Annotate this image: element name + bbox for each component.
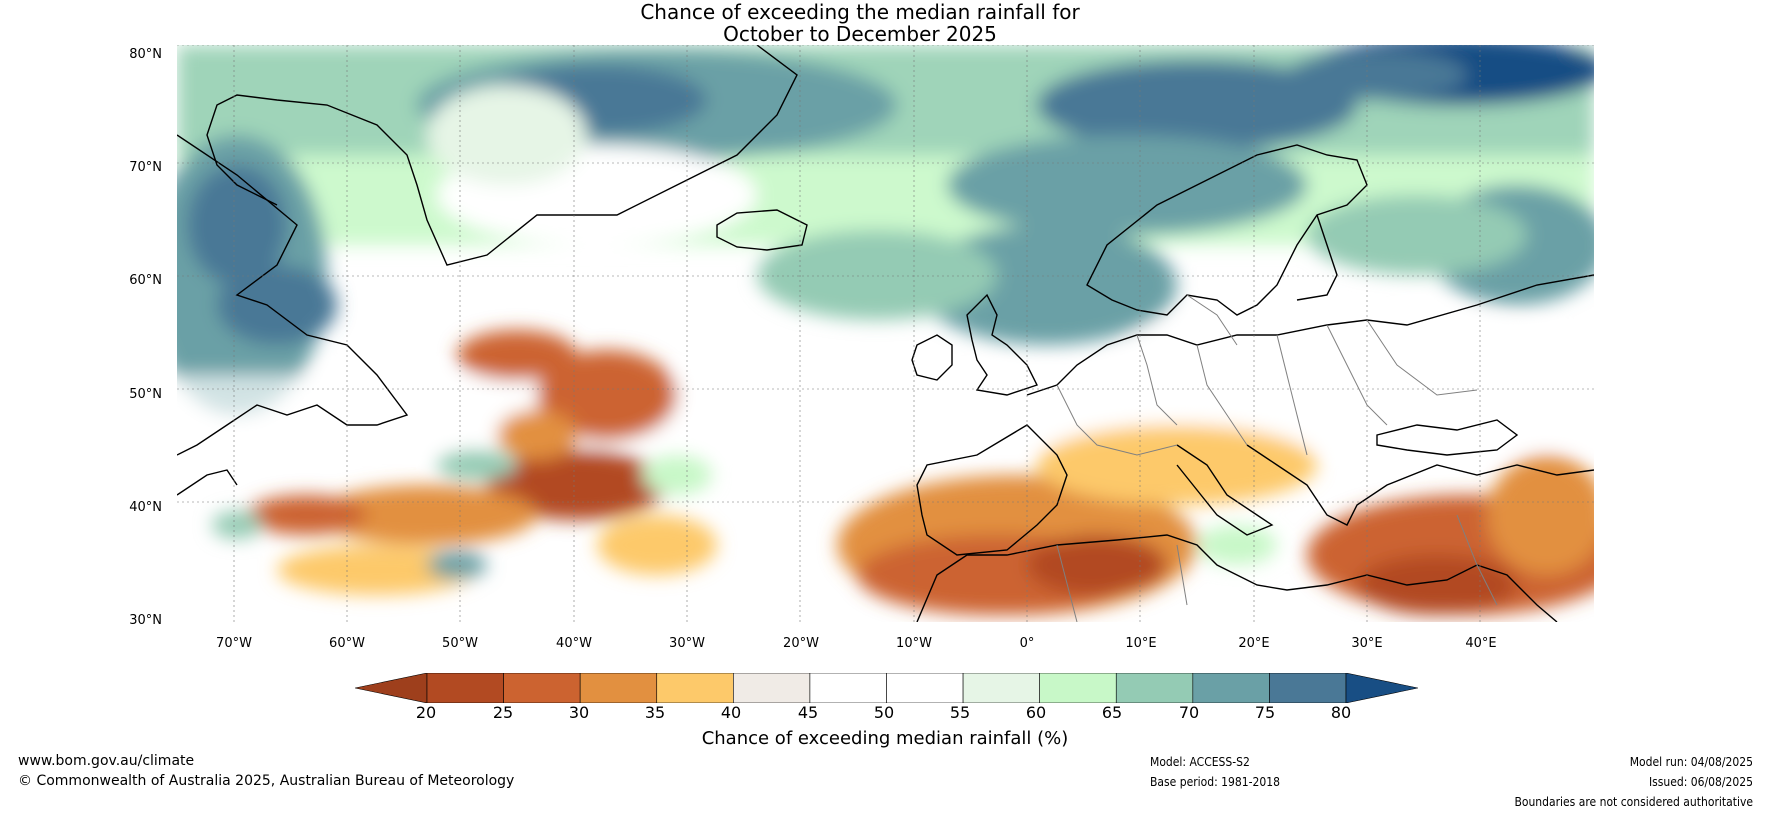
colorbar-tick-60: 60 <box>1025 703 1047 722</box>
lon-label-70w: 70°W <box>216 636 252 651</box>
colorbar-svg <box>354 672 1419 704</box>
colorbar-tick-35: 35 <box>644 703 666 722</box>
colorbar-segment <box>1039 672 1117 704</box>
colorbar-tick-75: 75 <box>1254 703 1276 722</box>
colorbar-extend-high <box>1345 672 1419 704</box>
colorbar-segment <box>962 672 1040 704</box>
colorbar-segment <box>656 672 734 704</box>
footer-disclaimer: Boundaries are not considered authoritat… <box>1514 795 1753 809</box>
lon-label-10w: 10°W <box>896 636 932 651</box>
colorbar-tick-50: 50 <box>873 703 895 722</box>
colorbar-tick-80: 80 <box>1330 703 1352 722</box>
colorbar-tick-55: 55 <box>949 703 971 722</box>
colorbar-tick-30: 30 <box>568 703 590 722</box>
colorbar-segment <box>1115 672 1194 704</box>
colorbar-segment <box>733 672 811 704</box>
colorbar-label: Chance of exceeding median rainfall (%) <box>701 728 1069 749</box>
rainfall-map <box>177 45 1594 622</box>
footer-copyright: © Commonwealth of Australia 2025, Austra… <box>18 773 515 789</box>
colorbar-tick-70: 70 <box>1178 703 1200 722</box>
lat-label-60n: 60°N <box>129 273 162 288</box>
national-borders <box>1056 294 1498 622</box>
colorbar-segment <box>886 672 964 704</box>
colorbar-segment <box>503 672 581 704</box>
colorbar-tick-20: 20 <box>415 703 437 722</box>
colorbar-tick-25: 25 <box>492 703 514 722</box>
colorbar-segment <box>426 672 504 704</box>
lon-label-30w: 30°W <box>669 636 705 651</box>
lon-label-30e: 30°E <box>1351 636 1383 651</box>
colorbar-tick-45: 45 <box>797 703 819 722</box>
lon-label-40e: 40°E <box>1465 636 1497 651</box>
lat-label-80n: 80°N <box>129 47 162 62</box>
footer-model: Model: ACCESS-S2 <box>1150 755 1250 769</box>
lat-label-50n: 50°N <box>129 387 162 402</box>
lon-label-20e: 20°E <box>1238 636 1270 651</box>
colorbar-segment <box>1192 672 1270 704</box>
colorbar-segment <box>1269 672 1347 704</box>
lon-label-50w: 50°W <box>442 636 478 651</box>
footer-model-run: Model run: 04/08/2025 <box>1629 755 1753 769</box>
colorbar-tick-65: 65 <box>1101 703 1123 722</box>
probability-field <box>177 45 1594 615</box>
colorbar <box>354 672 1419 704</box>
lon-label-60w: 60°W <box>329 636 365 651</box>
colorbar-segment <box>809 672 887 704</box>
footer-base-period: Base period: 1981-2018 <box>1150 775 1281 789</box>
lon-label-40w: 40°W <box>556 636 592 651</box>
footer-website: www.bom.gov.au/climate <box>18 753 195 769</box>
colorbar-extend-low <box>354 672 428 704</box>
map-title-line2: October to December 2025 <box>723 22 997 46</box>
graticule <box>177 45 1594 622</box>
colorbar-segment <box>579 672 658 704</box>
lat-label-30n: 30°N <box>129 613 162 628</box>
lon-label-20w: 20°W <box>783 636 819 651</box>
lon-label-0: 0° <box>1019 636 1035 651</box>
lon-label-10e: 10°E <box>1125 636 1157 651</box>
footer-issued: Issued: 06/08/2025 <box>1648 775 1753 789</box>
colorbar-tick-40: 40 <box>720 703 742 722</box>
map-title-line1: Chance of exceeding the median rainfall … <box>640 0 1080 24</box>
lat-label-40n: 40°N <box>129 500 162 515</box>
lat-label-70n: 70°N <box>129 160 162 175</box>
rainfall-map-canvas <box>177 45 1594 622</box>
